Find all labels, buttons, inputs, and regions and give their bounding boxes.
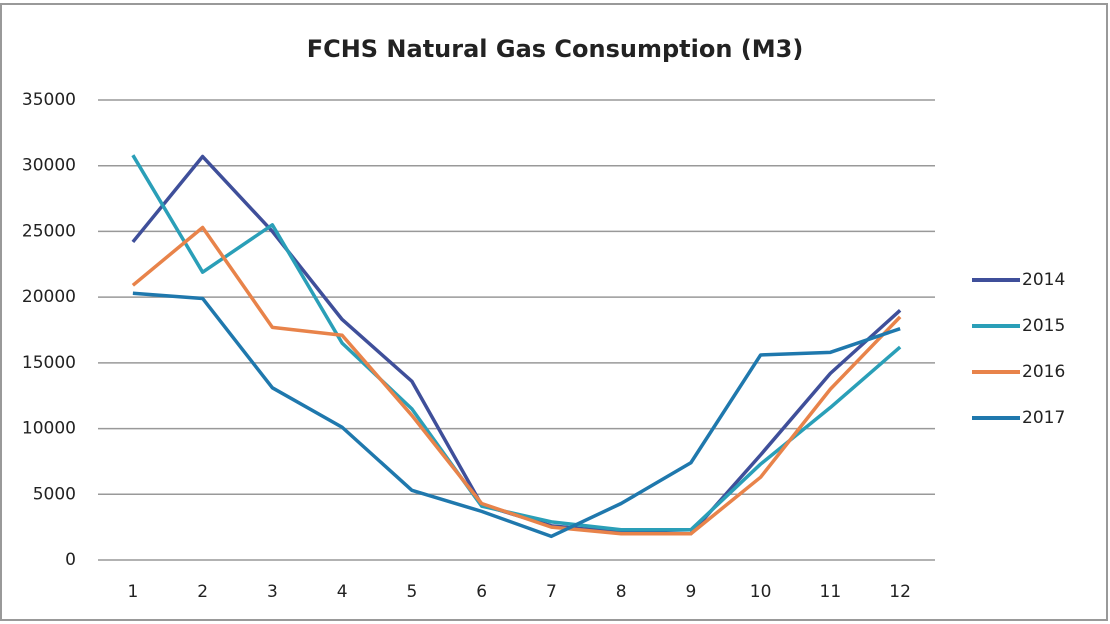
legend-label: 2015 — [1022, 316, 1065, 336]
chart-title: FCHS Natural Gas Consumption (M3) — [307, 35, 804, 63]
series-line — [132, 291, 901, 539]
x-tick-label: 4 — [337, 582, 348, 602]
x-tick-label: 1 — [127, 582, 138, 602]
y-tick-label: 0 — [65, 550, 76, 570]
x-tick-label: 5 — [406, 582, 417, 602]
x-tick-label: 6 — [476, 582, 487, 602]
x-tick-label: 2 — [197, 582, 208, 602]
series-line — [131, 225, 902, 536]
chart-border — [0, 3, 1108, 621]
x-tick-label: 9 — [685, 582, 696, 602]
legend-label: 2016 — [1022, 362, 1065, 382]
y-tick-label: 15000 — [22, 353, 76, 373]
x-tick-label: 11 — [820, 582, 842, 602]
x-tick-label: 7 — [546, 582, 557, 602]
x-tick-label: 8 — [616, 582, 627, 602]
x-tick-label: 10 — [750, 582, 772, 602]
y-tick-label: 5000 — [33, 484, 76, 504]
y-tick-label: 20000 — [22, 287, 76, 307]
y-tick-label: 30000 — [22, 156, 76, 176]
legend-label: 2014 — [1022, 270, 1065, 290]
legend-label: 2017 — [1022, 408, 1065, 428]
x-tick-label: 12 — [889, 582, 911, 602]
y-tick-label: 10000 — [22, 419, 76, 439]
y-tick-label: 35000 — [22, 90, 76, 110]
x-tick-label: 3 — [267, 582, 278, 602]
y-tick-label: 25000 — [22, 221, 76, 241]
